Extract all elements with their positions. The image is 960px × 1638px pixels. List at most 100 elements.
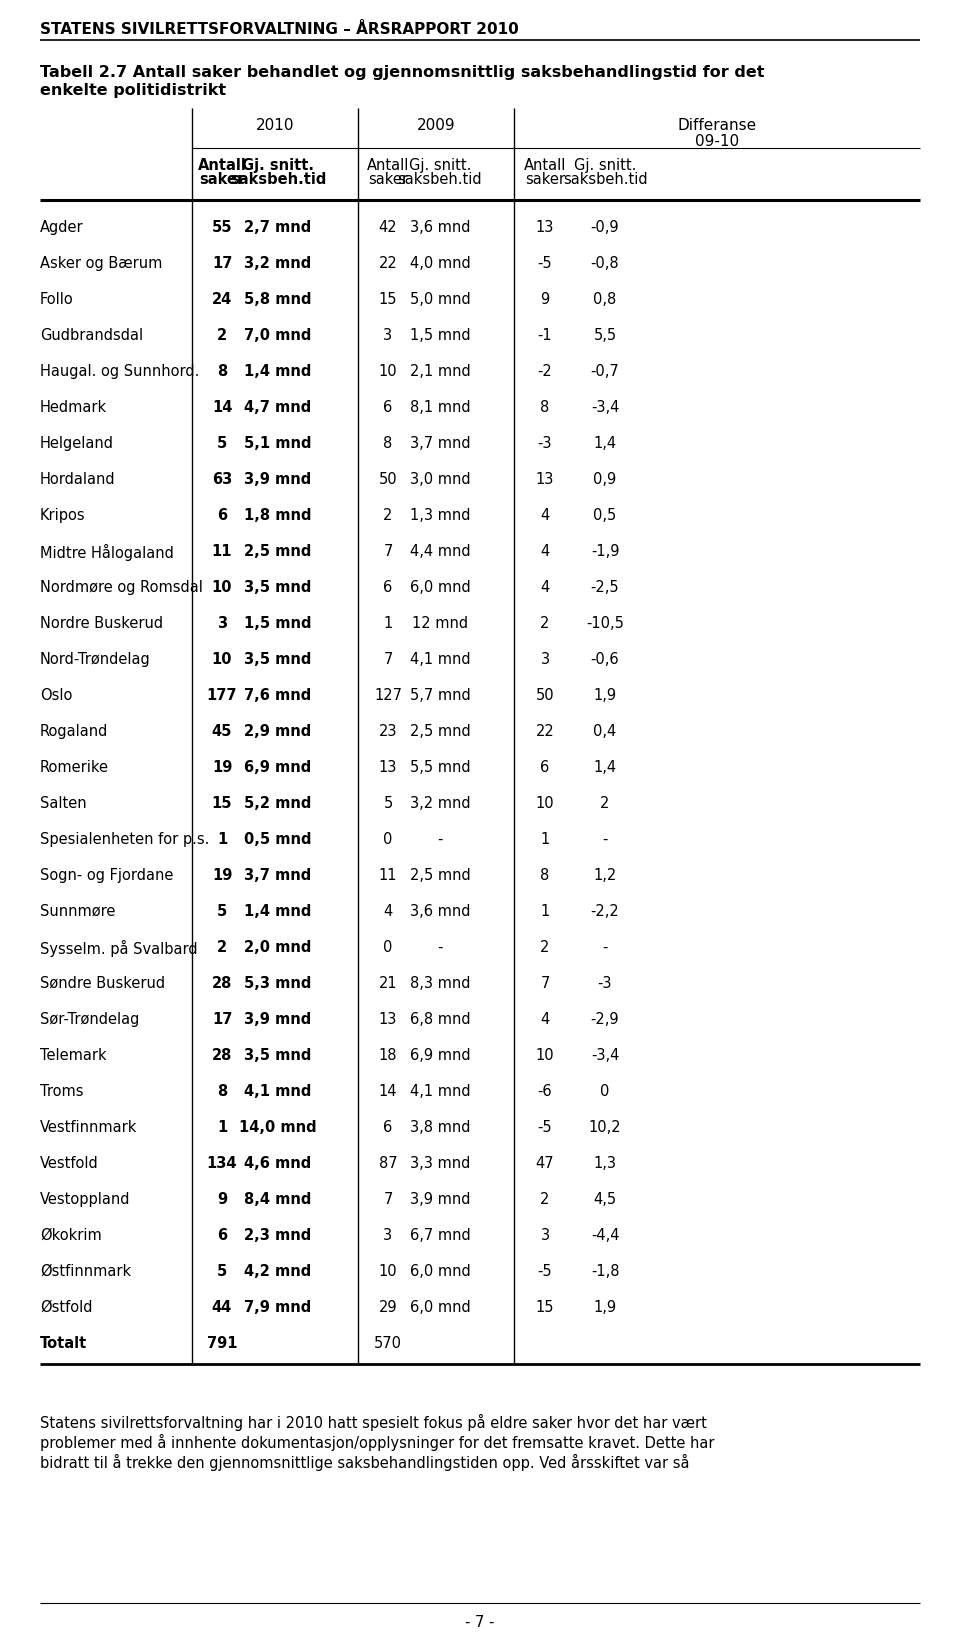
Text: 17: 17 [212,1012,232,1027]
Text: 4,6 mnd: 4,6 mnd [245,1156,312,1171]
Text: 3: 3 [383,328,393,342]
Text: enkelte politidistrikt: enkelte politidistrikt [40,84,227,98]
Text: 4,1 mnd: 4,1 mnd [410,1084,470,1099]
Text: Gj. snitt.: Gj. snitt. [409,157,471,174]
Text: -5: -5 [538,1265,552,1279]
Text: -: - [602,940,608,955]
Text: 5,1 mnd: 5,1 mnd [244,436,312,450]
Text: 5,5: 5,5 [593,328,616,342]
Text: 09-10: 09-10 [695,134,739,149]
Text: 3,9 mnd: 3,9 mnd [410,1192,470,1207]
Text: Nordre Buskerud: Nordre Buskerud [40,616,163,631]
Text: -0,7: -0,7 [590,364,619,378]
Text: 8,4 mnd: 8,4 mnd [244,1192,312,1207]
Text: 5,5 mnd: 5,5 mnd [410,760,470,775]
Text: 50: 50 [378,472,397,486]
Text: -1,8: -1,8 [590,1265,619,1279]
Text: 6,0 mnd: 6,0 mnd [410,1301,470,1315]
Text: Vestoppland: Vestoppland [40,1192,131,1207]
Text: 6: 6 [383,580,393,595]
Text: 3: 3 [540,652,549,667]
Text: -3: -3 [538,436,552,450]
Text: 47: 47 [536,1156,554,1171]
Text: Totalt: Totalt [40,1337,87,1351]
Text: 7,0 mnd: 7,0 mnd [244,328,312,342]
Text: 1,4: 1,4 [593,436,616,450]
Text: 2,1 mnd: 2,1 mnd [410,364,470,378]
Text: 6,0 mnd: 6,0 mnd [410,1265,470,1279]
Text: Økokrim: Økokrim [40,1228,102,1243]
Text: -6: -6 [538,1084,552,1099]
Text: 1,4 mnd: 1,4 mnd [244,364,312,378]
Text: Østfold: Østfold [40,1301,92,1315]
Text: 13: 13 [379,1012,397,1027]
Text: 10,2: 10,2 [588,1120,621,1135]
Text: Sogn- og Fjordane: Sogn- og Fjordane [40,868,174,883]
Text: Nord-Trøndelag: Nord-Trøndelag [40,652,151,667]
Text: saksbeh.tid: saksbeh.tid [563,172,647,187]
Text: Antall: Antall [524,157,566,174]
Text: Statens sivilrettsforvaltning har i 2010 hatt spesielt fokus på eldre saker hvor: Statens sivilrettsforvaltning har i 2010… [40,1414,707,1432]
Text: 3,0 mnd: 3,0 mnd [410,472,470,486]
Text: 5: 5 [217,1265,228,1279]
Text: saksbeh.tid: saksbeh.tid [229,172,326,187]
Text: Søndre Buskerud: Søndre Buskerud [40,976,165,991]
Text: 3,9 mnd: 3,9 mnd [245,1012,312,1027]
Text: 14,0 mnd: 14,0 mnd [239,1120,317,1135]
Text: -5: -5 [538,256,552,270]
Text: 3,2 mnd: 3,2 mnd [410,796,470,811]
Text: 4: 4 [540,580,550,595]
Text: Gudbrandsdal: Gudbrandsdal [40,328,143,342]
Text: 0: 0 [600,1084,610,1099]
Text: 6,9 mnd: 6,9 mnd [410,1048,470,1063]
Text: 13: 13 [536,472,554,486]
Text: 5: 5 [217,436,228,450]
Text: saksbeh.tid: saksbeh.tid [397,172,482,187]
Text: 8,3 mnd: 8,3 mnd [410,976,470,991]
Text: 4,7 mnd: 4,7 mnd [245,400,312,414]
Text: 7,6 mnd: 7,6 mnd [245,688,312,703]
Text: Gj. snitt.: Gj. snitt. [574,157,636,174]
Text: 45: 45 [212,724,232,739]
Text: 2,0 mnd: 2,0 mnd [244,940,312,955]
Text: 3: 3 [383,1228,393,1243]
Text: Follo: Follo [40,292,74,306]
Text: 3,6 mnd: 3,6 mnd [410,219,470,234]
Text: Vestfold: Vestfold [40,1156,99,1171]
Text: 1,4: 1,4 [593,760,616,775]
Text: Agder: Agder [40,219,84,234]
Text: 177: 177 [206,688,237,703]
Text: Vestfinnmark: Vestfinnmark [40,1120,137,1135]
Text: 3,2 mnd: 3,2 mnd [245,256,312,270]
Text: 7: 7 [540,976,550,991]
Text: 6: 6 [217,508,228,523]
Text: -: - [602,832,608,847]
Text: 134: 134 [206,1156,237,1171]
Text: 29: 29 [378,1301,397,1315]
Text: Salten: Salten [40,796,86,811]
Text: 0,9: 0,9 [593,472,616,486]
Text: bidratt til å trekke den gjennomsnittlige saksbehandlingstiden opp. Ved årsskift: bidratt til å trekke den gjennomsnittlig… [40,1455,689,1471]
Text: 6: 6 [383,1120,393,1135]
Text: -10,5: -10,5 [586,616,624,631]
Text: 5,0 mnd: 5,0 mnd [410,292,470,306]
Text: 4,1 mnd: 4,1 mnd [410,652,470,667]
Text: 55: 55 [212,219,232,234]
Text: 791: 791 [206,1337,237,1351]
Text: 10: 10 [378,1265,397,1279]
Text: 10: 10 [212,652,232,667]
Text: 2,7 mnd: 2,7 mnd [245,219,312,234]
Text: Antall: Antall [367,157,409,174]
Text: 50: 50 [536,688,554,703]
Text: 1: 1 [540,832,550,847]
Text: 4: 4 [383,904,393,919]
Text: 0,5: 0,5 [593,508,616,523]
Text: Antall: Antall [198,157,247,174]
Text: 1: 1 [217,1120,228,1135]
Text: 2: 2 [383,508,393,523]
Text: -0,6: -0,6 [590,652,619,667]
Text: Telemark: Telemark [40,1048,107,1063]
Text: 28: 28 [212,976,232,991]
Text: 8: 8 [383,436,393,450]
Text: 0,4: 0,4 [593,724,616,739]
